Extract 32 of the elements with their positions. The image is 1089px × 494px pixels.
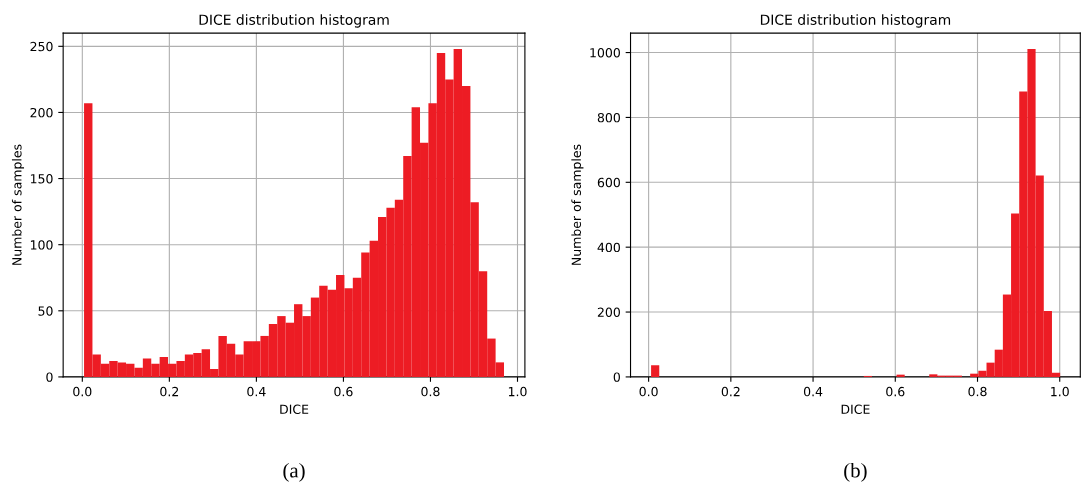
x-tick-label: 0.0 (639, 386, 658, 397)
x-tick-label: 1.0 (508, 386, 527, 397)
y-tick-label: 200 (30, 107, 53, 118)
x-tick-label: 1.0 (1051, 386, 1069, 397)
x-tick-label: 0.6 (334, 386, 353, 397)
y-axis-title: Number of samples (11, 144, 25, 265)
y-axis-title: Number of samples (571, 144, 584, 265)
chart-title: DICE distribution histogram (760, 14, 951, 28)
x-tick-label: 0.4 (803, 386, 823, 397)
x-tick-label: 0.8 (968, 386, 987, 397)
x-axis-title: DICE (841, 404, 870, 414)
x-axis-title: DICE (280, 404, 309, 414)
x-tick-label: 0.0 (73, 386, 92, 397)
y-tick-label: 800 (597, 112, 620, 123)
text: (b) (844, 462, 867, 482)
y-tick-label: 250 (30, 41, 53, 52)
x-tick-label: 0.6 (886, 386, 905, 397)
y-tick-label: 0 (46, 372, 53, 382)
y-tick-label: 200 (597, 307, 620, 317)
y-tick-label: 400 (597, 242, 620, 253)
y-tick-label: 600 (597, 177, 620, 188)
y-tick-label: 150 (30, 174, 53, 184)
chart-title: DICE distribution histogram (199, 14, 389, 28)
y-tick-label: 100 (30, 240, 53, 250)
x-tick-label: 0.2 (160, 386, 179, 397)
y-tick-label: 1000 (590, 48, 620, 58)
x-tick-label: 0.2 (721, 386, 740, 397)
x-tick-label: 0.8 (421, 386, 440, 397)
y-tick-label: 0 (613, 372, 620, 382)
x-tick-label: 0.4 (247, 386, 266, 397)
y-tick-label: 50 (38, 306, 53, 316)
text: (a) (283, 462, 305, 482)
